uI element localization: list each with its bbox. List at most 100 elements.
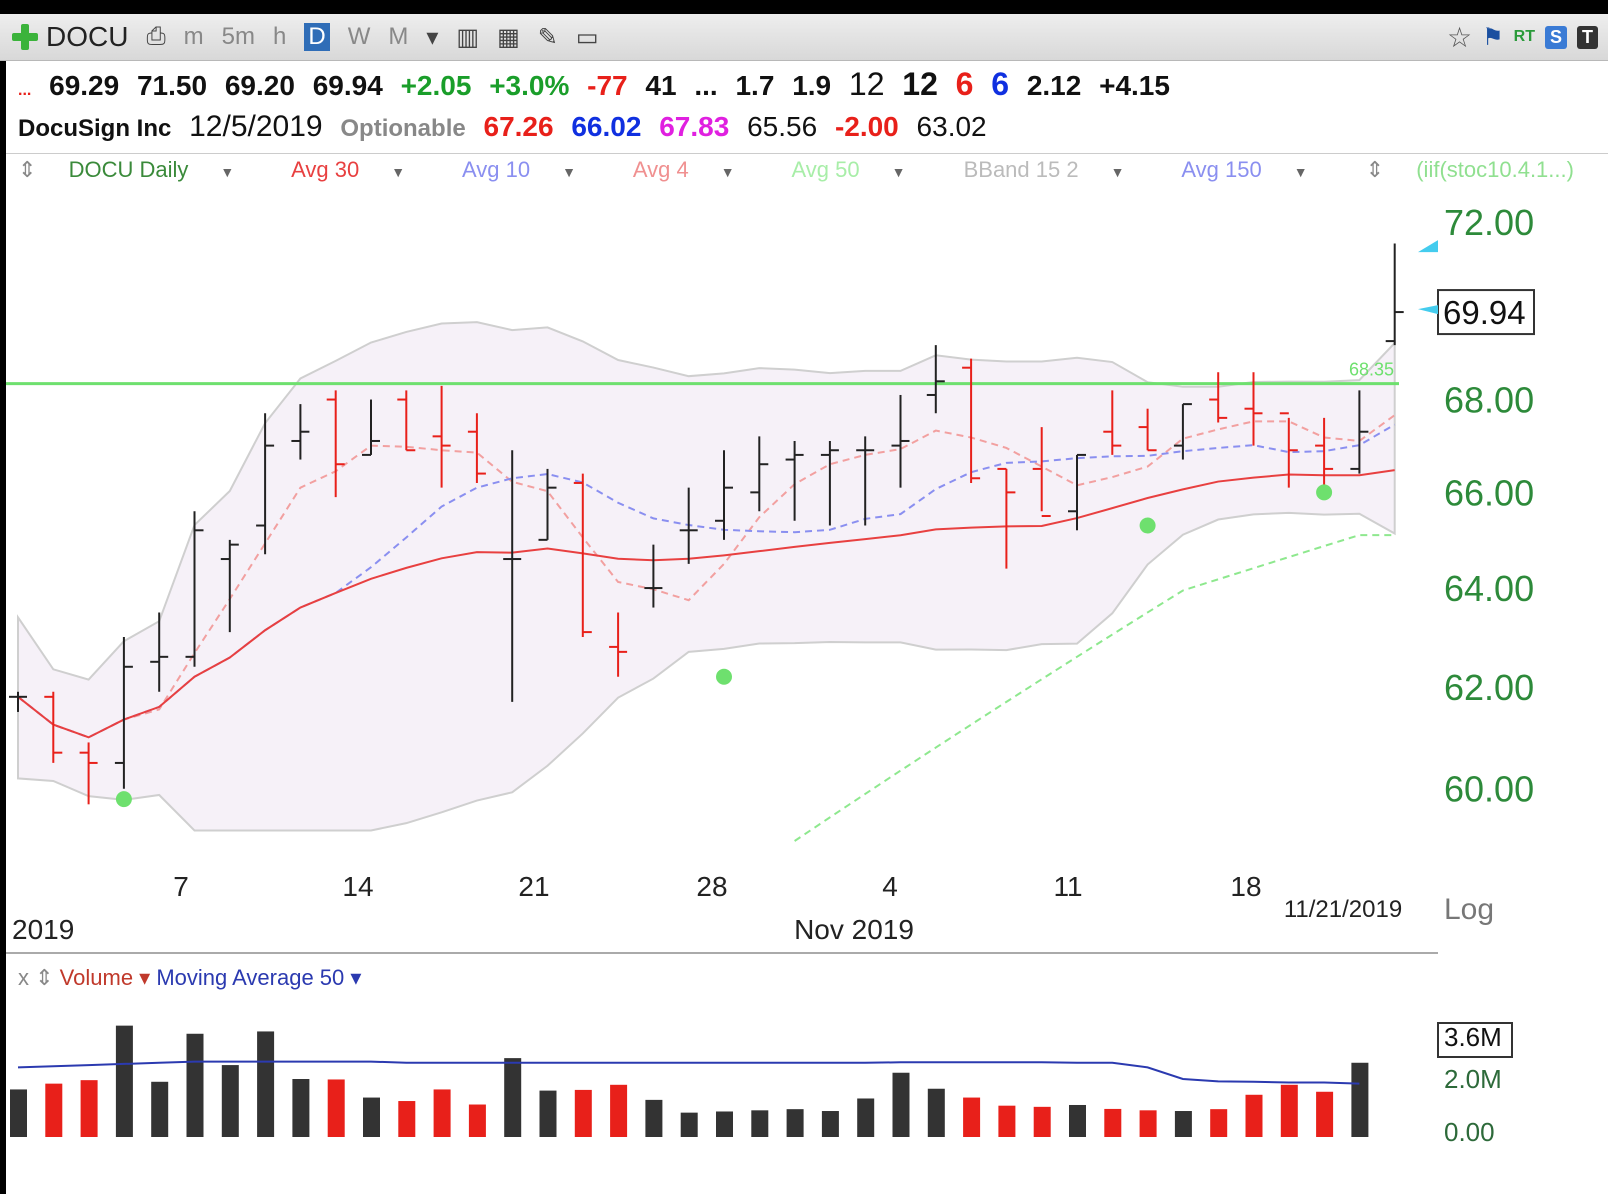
bar-chart-icon[interactable]: ▥ [456,23,480,51]
timeframe-month[interactable]: M [388,23,409,50]
timeframe-week[interactable]: W [347,23,371,50]
quote-v2: 41 [645,70,677,101]
legend-avg50[interactable]: Avg 50 ▼ [791,157,906,182]
price-tick-label: 64.00 [1444,568,1534,609]
volume-bar [1280,1084,1298,1137]
quote-open: 69.29 [49,70,120,101]
ohlc-bar [432,385,451,488]
optionable-label: Optionable [340,115,466,142]
ohlc-bar [538,468,557,541]
volume-bar [1069,1104,1086,1137]
volume-bar [45,1083,63,1137]
header-divider [6,153,1608,154]
volume-bar [857,1098,875,1137]
volume-bar [751,1110,769,1137]
ohlc-bar [9,691,27,712]
indicator-legend: ⇕ DOCU Daily ▼ Avg 30 ▼ Avg 10 ▼ Avg 4 ▼ Avg… [18,157,1608,183]
ohlc-bar [856,436,875,526]
quote-v7: 6 [955,66,974,102]
quote-v1: -77 [587,70,628,101]
ohlc-bar [609,612,628,677]
ohlc-bar [503,450,522,702]
quote-close: 69.94 [312,70,383,101]
quote-p6: 63.02 [916,111,987,142]
avg50-line [794,534,1395,842]
timeframe-hour[interactable]: h [273,23,287,50]
quote-high: 71.50 [136,70,208,101]
volume-bar [821,1111,839,1137]
legend-avg10[interactable]: Avg 10 ▼ [462,157,576,182]
ohlc-bar [291,404,310,460]
timeframe-day[interactable]: D [304,23,330,51]
volume-bar [786,1109,804,1137]
flag-icon[interactable]: ⚑ [1482,23,1504,51]
volume-bar [80,1080,98,1137]
legend-avg4[interactable]: Avg 4 ▼ [632,157,735,182]
price-chart[interactable]: 68.35 72.0068.0066.0064.0062.0060.0069.9… [6,61,1608,1194]
quote-p3: 67.83 [659,111,730,142]
quote-change: +2.05 [400,70,472,101]
ohlc-bar [715,450,733,540]
volume-bar [927,1088,945,1137]
quote-v6: 12 [902,66,938,102]
quote-date: 12/5/2019 [189,110,323,143]
volume-bar [221,1065,239,1137]
legend-stoch[interactable]: ⇕ (iif(stoc10.4.1...)▼ [1365,157,1608,182]
calendar-icon[interactable]: ▦ [497,23,520,51]
volume-ma-line [17,1060,1360,1085]
quote-p5: -2.00 [834,111,899,142]
volume-bar [10,1089,27,1137]
chart-panel: ... 69.29 71.50 69.20 69.94 +2.05 +3.0% … [6,61,1608,1194]
note-icon[interactable]: ▭ [575,23,599,51]
volume-bar [504,1058,522,1137]
chevron-down-icon[interactable]: ▾ [426,23,439,51]
legend-daily[interactable]: ⇕ DOCU Daily ▼ [18,157,235,182]
pencil-icon[interactable]: ✎ [537,23,558,51]
current-price-label: 69.94 [1443,294,1526,331]
price-tick-label: 68.00 [1444,380,1534,421]
volume-bar [716,1111,733,1137]
legend-avg30[interactable]: Avg 30 ▼ [291,157,406,182]
volume-bar [327,1079,345,1137]
ohlc-bar [1103,390,1122,455]
rt-badge[interactable]: RT [1513,28,1535,45]
volume-bar [115,1025,133,1137]
hover-date-label: 11/21/2019 [1284,896,1402,923]
quote-low: 69.20 [224,70,295,101]
timeframe-5m[interactable]: 5m [221,23,255,50]
t-badge[interactable]: T [1577,25,1598,49]
date-tick-label: 7 [173,871,189,902]
ohlc-bar [785,440,804,521]
volume-bar [1245,1094,1263,1137]
timeframe-minute[interactable]: m [183,23,204,50]
price-tick-label: 66.00 [1444,472,1534,513]
s-badge[interactable]: S [1544,25,1567,49]
volume-bar [1104,1108,1122,1137]
ohlc-bar [362,399,380,456]
ohlc-bar [467,413,486,483]
volume-bar [680,1112,698,1137]
legend-bband[interactable]: BBand 15 2 ▼ [963,157,1125,182]
printer-icon[interactable]: ⎙ [146,23,166,50]
ohlc-bar [1385,243,1404,346]
high-marker [1418,240,1438,253]
volume-tick-label: 0.00 [1444,1117,1495,1147]
stoch-dot [716,668,732,685]
sort-icon: ⇕ [1365,157,1385,182]
ohlc-bar [220,539,239,633]
ohlc-bar [1138,408,1157,452]
date-tick-label: 21 [518,871,549,902]
volume-bar [1210,1109,1228,1137]
month-label: Nov 2019 [794,914,914,945]
symbol-label[interactable]: DOCU [46,21,129,52]
star-icon[interactable]: ☆ [1447,21,1473,53]
quote-line-1: ... 69.29 71.50 69.20 69.94 +2.05 +3.0% … [18,66,1180,103]
date-tick-label: 4 [882,871,898,902]
volume-bar [539,1090,557,1137]
add-symbol-icon[interactable] [10,22,40,52]
legend-avg150[interactable]: Avg 150 ▼ [1181,157,1308,182]
stoch-dot [1316,484,1333,501]
volume-bar [1316,1091,1334,1137]
quote-dots: ... [18,82,32,99]
ohlc-bar [114,637,133,789]
